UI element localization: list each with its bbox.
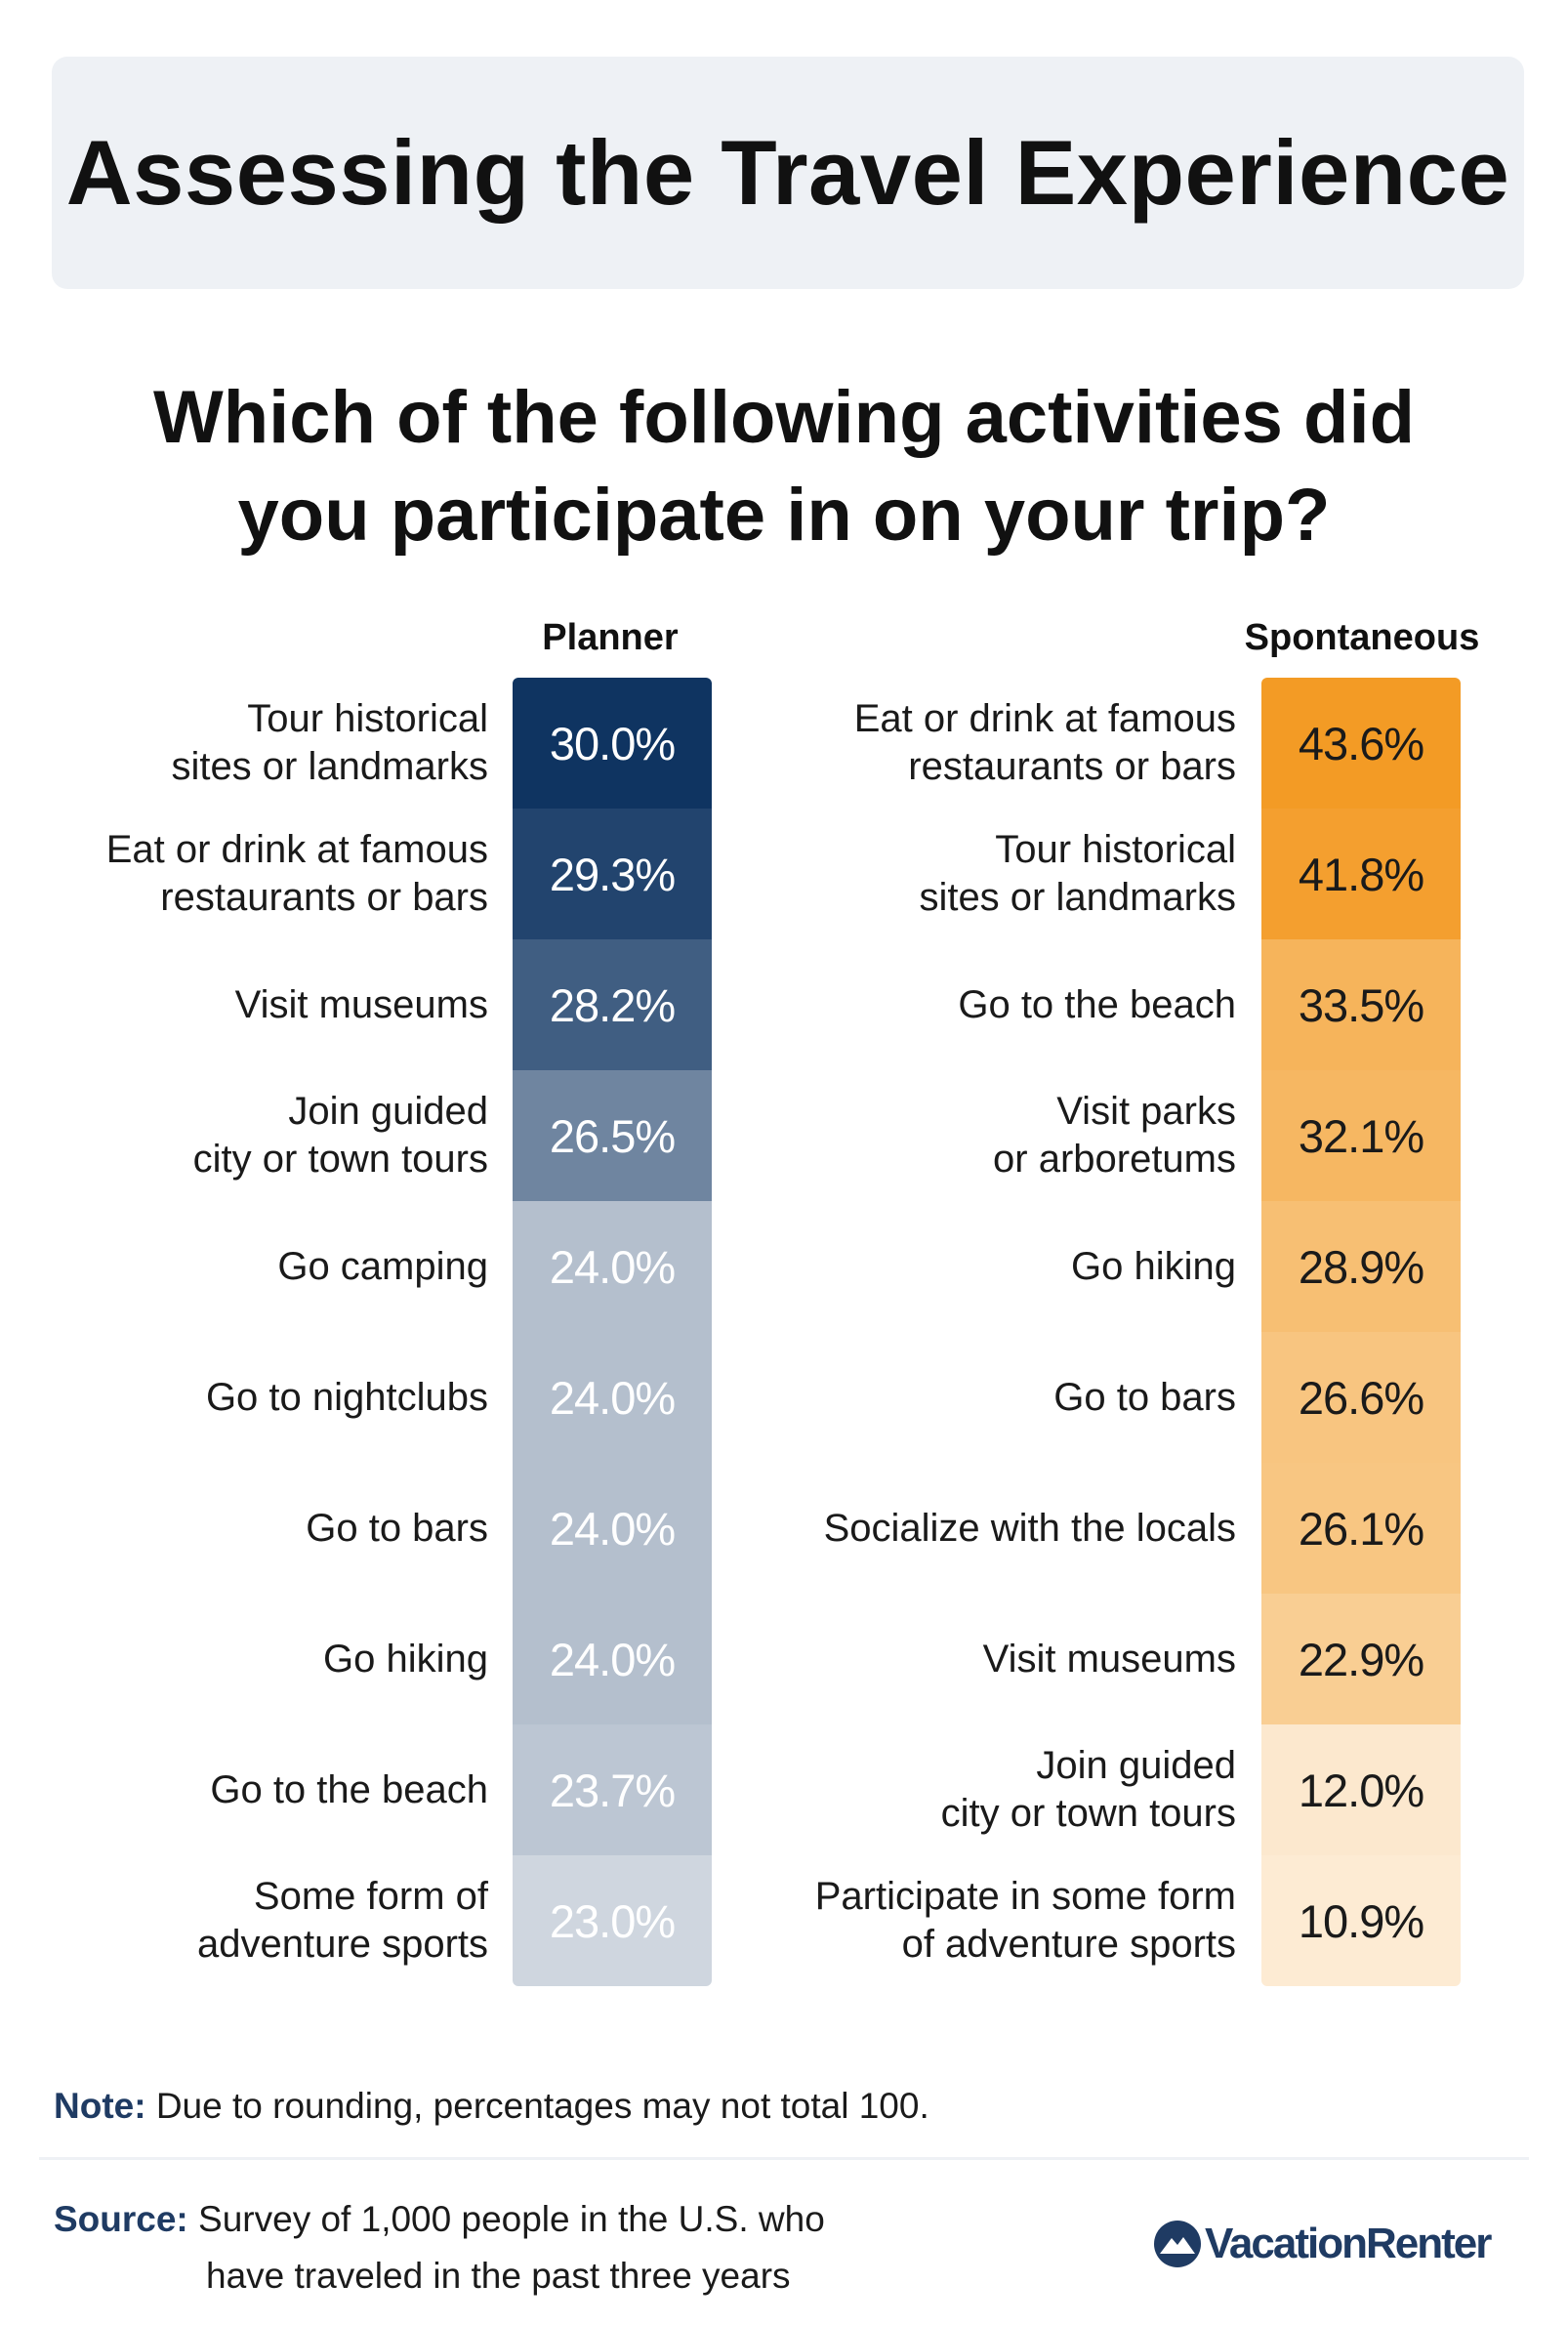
planner-category-label: Go hiking	[39, 1594, 488, 1724]
spontaneous-category-label: Visit parks or arboretums	[742, 1070, 1236, 1201]
planner-value-cell: 26.5%	[513, 1070, 712, 1201]
planner-category-text: Visit museums	[234, 982, 488, 1026]
spontaneous-category-labels: Eat or drink at famous restaurants or ba…	[742, 678, 1236, 1986]
spontaneous-category-label: Go to the beach	[742, 939, 1236, 1070]
spontaneous-category-text: Go hiking	[1071, 1244, 1236, 1288]
question-line-2: you participate in on your trip?	[237, 474, 1331, 557]
spontaneous-category-label: Socialize with the locals	[742, 1463, 1236, 1594]
planner-value-cell: 24.0%	[513, 1332, 712, 1463]
planner-category-text: Go to nightclubs	[205, 1375, 488, 1419]
planner-value-cell: 30.0%	[513, 678, 712, 809]
spontaneous-category-label: Participate in some form of adventure sp…	[742, 1855, 1236, 1986]
mountain-logo-icon	[1154, 2221, 1201, 2267]
planner-value-cell: 23.0%	[513, 1855, 712, 1986]
planner-category-label: Join guided city or town tours	[39, 1070, 488, 1201]
spontaneous-category-text: Go to the beach	[958, 982, 1236, 1026]
spontaneous-category-text: Participate in some form of adventure sp…	[814, 1875, 1236, 1966]
planner-value-cell: 23.7%	[513, 1724, 712, 1855]
chart-question: Which of the following activities did yo…	[0, 369, 1568, 564]
planner-category-text: Eat or drink at famous restaurants or ba…	[105, 828, 488, 919]
spontaneous-value-cell: 41.8%	[1261, 809, 1461, 939]
spontaneous-category-text: Go to bars	[1053, 1375, 1236, 1419]
planner-value-cell: 29.3%	[513, 809, 712, 939]
spontaneous-category-text: Eat or drink at famous restaurants or ba…	[853, 697, 1236, 788]
spontaneous-category-text: Visit parks or arboretums	[993, 1090, 1236, 1181]
planner-category-label: Go to nightclubs	[39, 1332, 488, 1463]
footnote: Note: Due to rounding, percentages may n…	[54, 2086, 929, 2127]
planner-category-label: Go camping	[39, 1201, 488, 1332]
vacationrenter-logo: VacationRenter	[1152, 2219, 1492, 2269]
planner-category-text: Go camping	[277, 1244, 488, 1288]
spontaneous-category-label: Eat or drink at famous restaurants or ba…	[742, 678, 1236, 809]
question-line-1: Which of the following activities did	[153, 376, 1415, 459]
title-banner: Assessing the Travel Experience	[52, 57, 1524, 289]
planner-value-cell: 24.0%	[513, 1201, 712, 1332]
note-text: Due to rounding, percentages may not tot…	[145, 2086, 929, 2126]
source-label: Source:	[54, 2199, 188, 2239]
planner-category-label: Some form of adventure sports	[39, 1855, 488, 1986]
spontaneous-category-text: Tour historical sites or landmarks	[919, 828, 1236, 919]
planner-value-column: 30.0% 29.3% 28.2% 26.5% 24.0% 24.0% 24.0% 24.0%…	[513, 678, 712, 1986]
planner-value-cell: 24.0%	[513, 1594, 712, 1724]
spontaneous-category-label: Go hiking	[742, 1201, 1236, 1332]
spontaneous-category-text: Visit museums	[982, 1637, 1236, 1681]
spontaneous-category-label: Visit museums	[742, 1594, 1236, 1724]
planner-category-text: Some form of adventure sports	[197, 1875, 488, 1966]
source-line-1: Survey of 1,000 people in the U.S. who	[187, 2199, 825, 2239]
planner-value-cell: 28.2%	[513, 939, 712, 1070]
footer-divider	[39, 2157, 1529, 2160]
source-line-2: have traveled in the past three years	[206, 2256, 791, 2296]
planner-category-text: Go hiking	[323, 1637, 488, 1681]
note-label: Note:	[54, 2086, 146, 2126]
spontaneous-value-cell: 26.1%	[1261, 1463, 1461, 1594]
planner-category-label: Eat or drink at famous restaurants or ba…	[39, 809, 488, 939]
spontaneous-value-cell: 12.0%	[1261, 1724, 1461, 1855]
spontaneous-value-cell: 28.9%	[1261, 1201, 1461, 1332]
spontaneous-value-column: 43.6% 41.8% 33.5% 32.1% 28.9% 26.6% 26.1% 22.9%…	[1261, 678, 1461, 1986]
planner-category-text: Go to bars	[306, 1506, 488, 1550]
planner-header: Planner	[542, 617, 679, 658]
spontaneous-value-cell: 33.5%	[1261, 939, 1461, 1070]
planner-category-text: Go to the beach	[210, 1767, 488, 1811]
planner-category-text: Tour historical sites or landmarks	[171, 697, 488, 788]
spontaneous-category-text: Socialize with the locals	[823, 1506, 1236, 1550]
planner-category-label: Tour historical sites or landmarks	[39, 678, 488, 809]
planner-category-labels: Tour historical sites or landmarks Eat or…	[39, 678, 488, 1986]
spontaneous-value-cell: 32.1%	[1261, 1070, 1461, 1201]
planner-category-text: Join guided city or town tours	[192, 1090, 488, 1181]
spontaneous-value-cell: 22.9%	[1261, 1594, 1461, 1724]
spontaneous-category-label: Join guided city or town tours	[742, 1724, 1236, 1855]
page-title: Assessing the Travel Experience	[65, 121, 1510, 224]
spontaneous-value-cell: 43.6%	[1261, 678, 1461, 809]
planner-value-cell: 24.0%	[513, 1463, 712, 1594]
planner-category-label: Go to bars	[39, 1463, 488, 1594]
spontaneous-category-label: Tour historical sites or landmarks	[742, 809, 1236, 939]
logo-text: VacationRenter	[1205, 2220, 1492, 2267]
spontaneous-category-label: Go to bars	[742, 1332, 1236, 1463]
spontaneous-value-cell: 10.9%	[1261, 1855, 1461, 1986]
planner-category-label: Go to the beach	[39, 1724, 488, 1855]
source-text: Source: Survey of 1,000 people in the U.…	[54, 2191, 825, 2304]
spontaneous-header: Spontaneous	[1244, 617, 1480, 658]
spontaneous-value-cell: 26.6%	[1261, 1332, 1461, 1463]
spontaneous-category-text: Join guided city or town tours	[940, 1744, 1236, 1835]
planner-category-label: Visit museums	[39, 939, 488, 1070]
